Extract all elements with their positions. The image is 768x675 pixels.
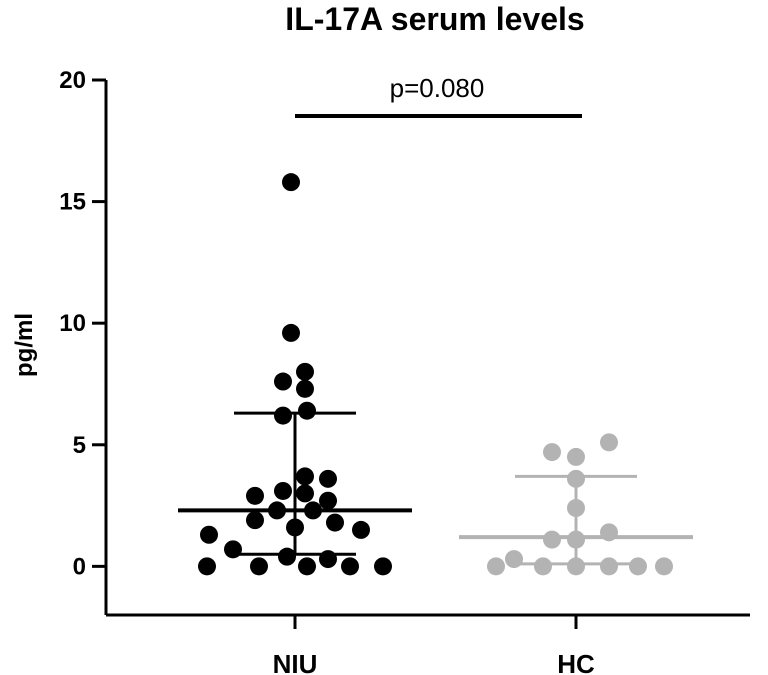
data-point xyxy=(543,443,561,462)
data-point xyxy=(274,481,292,500)
data-point xyxy=(298,401,316,420)
data-point xyxy=(487,557,505,576)
data-point xyxy=(200,525,218,544)
axes: 0 5 10 15 20 NIU HC p=0.080 xyxy=(59,67,750,675)
data-point xyxy=(567,557,585,576)
data-point xyxy=(600,557,618,576)
data-point xyxy=(543,530,561,549)
data-point xyxy=(282,173,300,192)
data-point xyxy=(600,433,618,452)
y-tick-label: 10 xyxy=(59,310,86,337)
data-point xyxy=(246,486,264,505)
y-tick-label: 20 xyxy=(59,67,86,94)
data-point xyxy=(505,550,523,569)
data-point xyxy=(274,406,292,425)
series-niu xyxy=(178,173,412,576)
data-point xyxy=(296,467,314,486)
data-point xyxy=(296,379,314,398)
data-point xyxy=(326,513,344,532)
series-hc xyxy=(459,433,693,576)
data-point xyxy=(224,540,242,559)
data-point xyxy=(567,499,585,517)
data-point xyxy=(319,550,337,569)
data-point xyxy=(341,557,359,576)
data-point xyxy=(567,447,585,466)
y-axis-label: pg/ml xyxy=(11,313,38,377)
data-point xyxy=(374,557,392,576)
data-marks xyxy=(178,173,693,576)
data-point xyxy=(286,518,304,537)
data-point xyxy=(278,547,296,566)
data-point xyxy=(198,557,216,576)
data-point xyxy=(534,557,552,576)
chart-title: IL-17A serum levels xyxy=(285,1,584,37)
data-point xyxy=(246,511,264,530)
data-point xyxy=(250,557,268,576)
data-point xyxy=(296,362,314,381)
y-tick-label: 5 xyxy=(73,432,86,459)
data-point xyxy=(298,557,316,576)
data-point xyxy=(567,469,585,488)
x-tick-label: NIU xyxy=(273,649,318,675)
data-point xyxy=(319,491,337,510)
data-point xyxy=(296,484,314,503)
p-value-annotation: p=0.080 xyxy=(390,73,485,103)
data-point xyxy=(567,530,585,549)
data-point xyxy=(629,557,647,576)
data-point xyxy=(319,469,337,488)
y-tick-label: 0 xyxy=(73,553,86,580)
data-point xyxy=(655,557,673,576)
data-point xyxy=(282,323,300,342)
data-point xyxy=(352,520,370,539)
x-tick-label: HC xyxy=(557,649,595,675)
y-tick-label: 15 xyxy=(59,189,86,216)
data-point xyxy=(274,372,292,391)
